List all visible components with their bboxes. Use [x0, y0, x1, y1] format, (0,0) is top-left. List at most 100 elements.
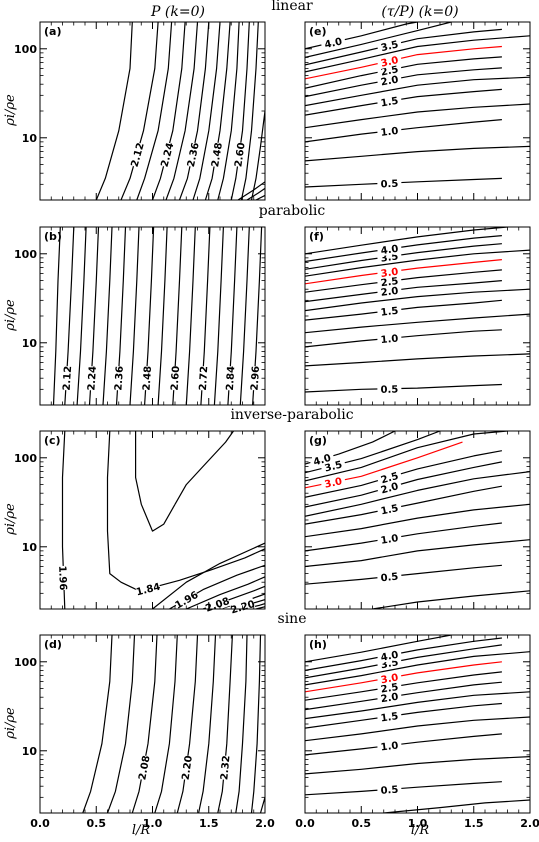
contour-line-0.5 — [305, 564, 502, 585]
contour-label-bg — [195, 365, 210, 391]
contour-line-unlabeled-9 — [305, 35, 530, 73]
contour-line-3.0 — [305, 45, 502, 80]
panel-tag: (h) — [309, 638, 327, 651]
contour-line-unlabeled-10 — [305, 651, 530, 686]
contour-label: 2.5 — [380, 682, 399, 696]
contour-line-0.5 — [305, 177, 502, 188]
contour-line-2.0 — [305, 461, 503, 508]
contour-line-1.0 — [305, 522, 502, 552]
contour-line-3.0 — [305, 259, 502, 285]
contour-label-bg — [247, 365, 262, 391]
contour-line-unlabeled-7 — [235, 635, 248, 813]
right-column-title: (τ/P) (k=0) — [381, 4, 458, 20]
row-title-linear: linear — [271, 0, 313, 14]
contour-label-bg — [376, 331, 402, 346]
panel-f: 0.51.01.52.02.53.03.54.0(f) — [304, 226, 531, 406]
panel-tag: (c) — [44, 434, 61, 447]
panel-tag: (d) — [44, 638, 62, 651]
contour-label-bg — [134, 579, 162, 598]
contour-label: 1.0 — [380, 533, 399, 547]
contour-line-unlabeled-2 — [135, 431, 176, 532]
contour-label-bg — [376, 123, 402, 139]
contour-label: 2.32 — [219, 755, 232, 781]
contour-line-2.60 — [230, 22, 250, 200]
contour-label: 2.96 — [250, 366, 263, 391]
y-tick-label: 10 — [22, 132, 38, 145]
contour-label: 3.0 — [324, 476, 344, 490]
x-tick-label: 0.0 — [295, 817, 315, 830]
contour-line-unlabeled-12 — [305, 227, 508, 255]
y-tick-label: 100 — [14, 43, 37, 56]
contour-label: 2.36 — [113, 366, 126, 391]
contour-line-unlabeled-10 — [305, 431, 508, 482]
contour-label-bg — [231, 141, 247, 168]
contour-line-unlabeled-3 — [154, 635, 178, 813]
contour-label: 2.0 — [380, 286, 399, 299]
contour-line-unlabeled-6 — [129, 227, 140, 405]
contour-line-unlabeled-0 — [52, 227, 61, 405]
contour-line-unlabeled-13 — [305, 635, 452, 663]
contour-line-unlabeled-8 — [217, 22, 240, 200]
panel-b: 2.12 2.24 2.36 2.48 2.60 2.72 2.84 2.96 10 100 (b) — [14, 226, 266, 406]
axis-ticks: 10 100 — [14, 21, 266, 201]
contour-label: 2.48 — [142, 366, 155, 391]
contour-label-bg — [376, 478, 403, 497]
contour-label-bg — [217, 755, 232, 781]
contour-line-2.0 — [305, 280, 502, 303]
y-axis-label-d: ρi/ρe — [3, 707, 18, 740]
contour-line-unlabeled-2 — [136, 22, 173, 200]
contour-line-unlabeled-4 — [152, 542, 265, 609]
x-tick-label: 0.0 — [30, 817, 50, 830]
contour-line-2.24 — [151, 22, 186, 200]
axis-ticks: 0.0 0.5 1.0 1.5 2.0 10 100 — [14, 634, 275, 830]
contour-label-bg — [376, 647, 403, 664]
contour-label: 2.5 — [380, 471, 400, 487]
contour-label-bg — [376, 468, 403, 487]
contour-line-1.0 — [305, 733, 502, 756]
contour-label: 2.08 — [137, 755, 152, 781]
contour-line-unlabeled-4 — [165, 22, 199, 200]
contour-line-unlabeled-2 — [305, 756, 530, 775]
contour-line-unlabeled-5 — [305, 288, 530, 312]
contour-line-0.5 — [305, 781, 502, 796]
contour-line-unlabeled-4 — [305, 716, 530, 742]
contour-label-bg — [135, 754, 152, 781]
contour-label-bg — [184, 141, 201, 168]
panel-frame — [304, 21, 531, 201]
contour-label-bg — [376, 93, 403, 109]
contour-lines — [305, 635, 530, 813]
contour-label: 4.0 — [324, 36, 344, 51]
row-title-parabolic: parabolic — [259, 203, 326, 219]
y-axis-label-c: ρi/ρe — [3, 503, 18, 536]
axis-ticks — [304, 21, 531, 201]
x-tick-label: 1.5 — [464, 817, 484, 830]
contour-label: 3.0 — [380, 672, 399, 686]
contour-label-bg — [376, 708, 403, 724]
contour-line-4.0 — [305, 637, 502, 671]
panel-tag: (e) — [309, 25, 327, 38]
contour-label: 2.12 — [130, 142, 147, 169]
contour-line-2.08 — [131, 635, 158, 813]
contour-line-unlabeled-1 — [106, 635, 136, 813]
contour-line-2.5 — [305, 56, 502, 89]
contour-line-2.12 — [120, 22, 159, 200]
x-tick-label: 1.5 — [199, 817, 219, 830]
panel-e: 0.51.01.52.02.53.03.54.0(e) — [304, 21, 531, 201]
contour-label-bg — [178, 754, 194, 781]
y-tick-label: 10 — [22, 541, 38, 554]
x-tick-label: 2.0 — [520, 817, 539, 830]
contour-line-3.5 — [305, 644, 502, 679]
contour-line-1.5 — [305, 485, 503, 525]
contour-label-bg — [376, 569, 402, 584]
contour-label: 3.0 — [380, 267, 399, 280]
contour-label-bg — [376, 36, 403, 54]
contour-line-unlabeled-3 — [305, 103, 530, 129]
contour-line-unlabeled-14 — [255, 194, 265, 200]
contour-lines — [61, 431, 265, 609]
contour-label: 2.84 — [225, 366, 238, 391]
contour-label: 0.5 — [380, 384, 398, 395]
contour-line-unlabeled-14 — [239, 227, 250, 405]
contour-line-unlabeled-5 — [198, 635, 217, 813]
contour-label-bg — [377, 176, 402, 190]
contour-label-bg — [222, 365, 237, 391]
